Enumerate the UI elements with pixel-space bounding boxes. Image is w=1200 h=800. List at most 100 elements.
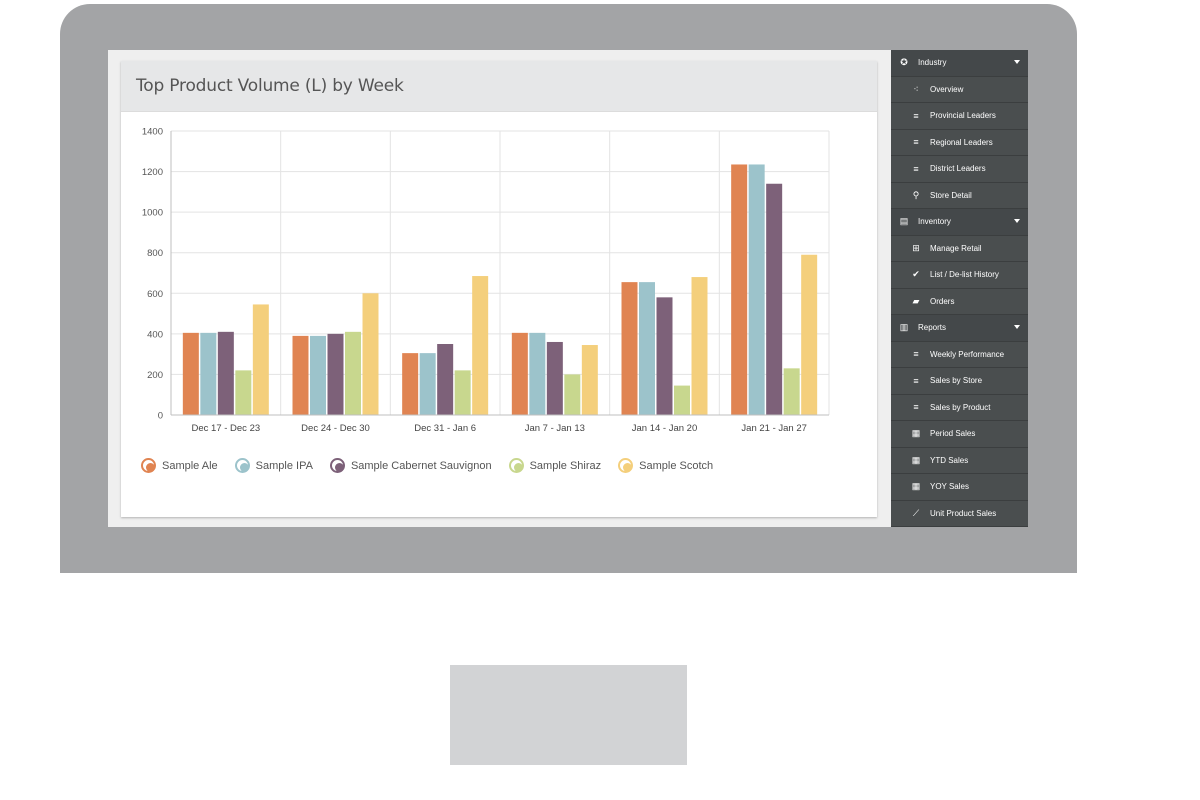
sidebar-item-provincial-leaders[interactable]: ≡ Provincial Leaders (891, 103, 1028, 130)
legend-swatch (234, 458, 250, 473)
sidebar-item-list-de-list-history[interactable]: ✔ List / De-list History (891, 262, 1028, 289)
x-tick-label: Dec 31 - Jan 6 (414, 423, 476, 434)
y-tick-label: 200 (147, 370, 163, 381)
caret-down-icon[interactable] (1014, 325, 1020, 329)
plus-square-icon: ⊞ (912, 242, 920, 253)
sidebar-item-yoy-sales[interactable]: ▦ YOY Sales (891, 474, 1028, 501)
bar (454, 370, 471, 415)
monitor-stand (450, 665, 687, 765)
legend-label: Sample Scotch (639, 459, 714, 472)
x-tick-label: Jan 21 - Jan 27 (741, 423, 807, 434)
bar (766, 183, 783, 415)
sidebar-item-sales-by-product[interactable]: ≡ Sales by Product (891, 394, 1028, 421)
sidebar-section-reports[interactable]: ▥ Reports (891, 315, 1028, 342)
y-tick-label: 600 (147, 289, 163, 300)
bar (801, 254, 818, 415)
calendar-icon: ▦ (911, 454, 921, 465)
bar-chart: 0 200 400 600 800 1000 1200 1400 Dec 17 - Dec 23… (142, 127, 830, 434)
bar (639, 282, 655, 415)
y-tick-label: 1200 (142, 167, 163, 178)
caret-down-icon[interactable] (1014, 219, 1020, 223)
sidebar-item-overview[interactable]: ⁖ Overview (891, 76, 1028, 103)
sidebar-item-label: Reports (918, 323, 947, 333)
sidebar-item-label: Overview (930, 84, 964, 94)
bar-chart-icon: ▥ (899, 322, 909, 333)
legend-swatch (618, 458, 634, 473)
bar (674, 385, 690, 415)
sidebar-item-label: Orders (930, 296, 955, 306)
sidebar-nav: ✪ Industry ⁖ Overview ≡ Provincial Leaders ≡ Re… (891, 50, 1028, 527)
caret-down-icon[interactable] (1014, 60, 1020, 64)
sidebar-item-sales-by-store[interactable]: ≡ Sales by Store (891, 368, 1028, 395)
sidebar-section-industry[interactable]: ✪ Industry (891, 50, 1028, 77)
bar (731, 164, 748, 415)
sidebar-item-label: District Leaders (930, 164, 986, 174)
list-icon: ≡ (913, 375, 919, 386)
sidebar-item-label: YOY Sales (930, 482, 969, 492)
bar (691, 277, 708, 415)
legend-item[interactable]: Sample Ale (141, 458, 218, 473)
bar (656, 297, 673, 415)
sidebar-item-label: Sales by Product (930, 402, 991, 412)
bar (182, 332, 199, 415)
line-chart-icon: ⟋ (912, 507, 920, 518)
list-icon: ≡ (913, 349, 919, 360)
sidebar-item-district-leaders[interactable]: ≡ District Leaders (891, 156, 1028, 183)
sidebar-item-ytd-sales[interactable]: ▦ YTD Sales (891, 447, 1028, 474)
bar (217, 331, 234, 415)
sidebar-item-label: Inventory (918, 217, 951, 227)
sidebar-section-inventory[interactable]: ▤ Inventory (891, 209, 1028, 236)
sidebar-item-orders[interactable]: ▰ Orders (891, 288, 1028, 315)
sidebar-item-period-sales[interactable]: ▦ Period Sales (891, 421, 1028, 448)
sidebar-item-label: Unit Product Sales (930, 508, 997, 518)
legend-item[interactable]: Sample Shiraz (508, 458, 601, 473)
bar (362, 293, 379, 415)
y-tick-label: 800 (147, 248, 163, 259)
y-tick-label: 1000 (142, 208, 163, 219)
y-tick-label: 0 (158, 411, 163, 422)
bar (748, 164, 765, 415)
sidebar-item-manage-retail[interactable]: ⊞ Manage Retail (891, 235, 1028, 262)
sidebar-item-label: Manage Retail (930, 243, 982, 253)
calendar-icon: ▦ (911, 481, 921, 492)
sidebar-item-label: Store Detail (930, 190, 972, 200)
legend-item[interactable]: Sample IPA (234, 458, 313, 473)
bar (621, 282, 638, 415)
card-title: Top Product Volume (L) by Week (136, 76, 404, 96)
bar (511, 332, 528, 415)
compass-icon: ✪ (900, 57, 908, 68)
calendar-icon: ▦ (911, 428, 921, 439)
x-tick-label: Jan 14 - Jan 20 (632, 423, 698, 434)
sidebar-item-label: Sales by Store (930, 376, 983, 386)
list-icon: ≡ (913, 110, 919, 121)
sidebar-item-store-detail[interactable]: ⚲ Store Detail (891, 182, 1028, 209)
bar (472, 276, 489, 415)
bar (345, 331, 361, 415)
sidebar-item-label: List / De-list History (930, 270, 999, 280)
sidebar-item-regional-leaders[interactable]: ≡ Regional Leaders (891, 129, 1028, 156)
sidebar-item-weekly-performance[interactable]: ≡ Weekly Performance (891, 341, 1028, 368)
legend-swatch (141, 458, 156, 473)
bar (200, 332, 217, 415)
legend-item[interactable]: Sample Scotch (618, 458, 713, 473)
sidebar-item-label: Provincial Leaders (930, 111, 996, 121)
bar (402, 353, 419, 415)
x-tick-label: Jan 7 - Jan 13 (525, 423, 585, 434)
check-circle-icon: ✔ (912, 269, 920, 280)
bar (546, 341, 563, 415)
legend-swatch (329, 458, 345, 473)
legend-label: Sample Cabernet Sauvignon (350, 459, 492, 472)
sidebar-item-label: Industry (918, 58, 947, 68)
legend-item[interactable]: Sample Cabernet Sauvignon (329, 458, 492, 473)
legend-label: Sample Ale (162, 459, 218, 472)
bar (437, 344, 454, 415)
map-marker-icon: ⚲ (912, 189, 920, 200)
sidebar-item-label: Period Sales (930, 429, 976, 439)
bar (419, 353, 436, 415)
list-icon: ≡ (913, 402, 919, 413)
x-tick-label: Dec 17 - Dec 23 (192, 423, 261, 434)
y-tick-label: 1400 (142, 127, 163, 138)
legend-label: Sample IPA (255, 459, 313, 472)
sidebar-item-unit-product-sales[interactable]: ⟋ Unit Product Sales (891, 500, 1028, 527)
bar (783, 368, 800, 415)
